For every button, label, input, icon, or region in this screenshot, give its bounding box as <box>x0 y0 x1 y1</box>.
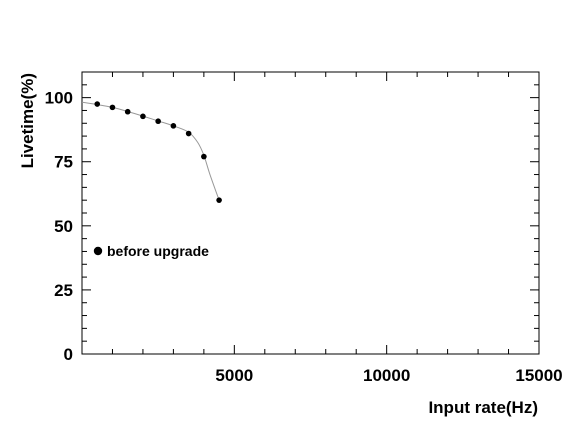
data-point <box>109 104 116 111</box>
data-point <box>201 153 207 160</box>
x-tick-label: 15000 <box>515 366 562 385</box>
y-tick-label: 0 <box>64 345 73 364</box>
legend-marker <box>93 246 103 256</box>
y-tick-label: 25 <box>54 281 73 300</box>
data-point <box>140 113 146 120</box>
y-tick-label: 75 <box>54 153 73 172</box>
x-tick-label: 10000 <box>363 366 410 385</box>
plot-frame <box>81 71 540 355</box>
x-tick-label: 5000 <box>215 366 253 385</box>
data-point <box>124 108 131 115</box>
y-tick-label: 50 <box>54 217 73 236</box>
data-point <box>170 123 177 129</box>
plot-area: 5000 10000 15000 0 25 50 75 100 before upgrade <box>45 71 563 385</box>
data-point <box>155 118 161 125</box>
fit-curve <box>81 101 220 201</box>
legend-label: before upgrade <box>107 243 209 259</box>
data-point <box>94 101 101 107</box>
y-tick-label: 100 <box>45 89 73 108</box>
data-point <box>185 130 192 137</box>
x-axis-title: Input rate(Hz) <box>428 398 538 417</box>
data-point <box>216 197 222 203</box>
y-axis-title: Livetime(%) <box>18 73 37 168</box>
